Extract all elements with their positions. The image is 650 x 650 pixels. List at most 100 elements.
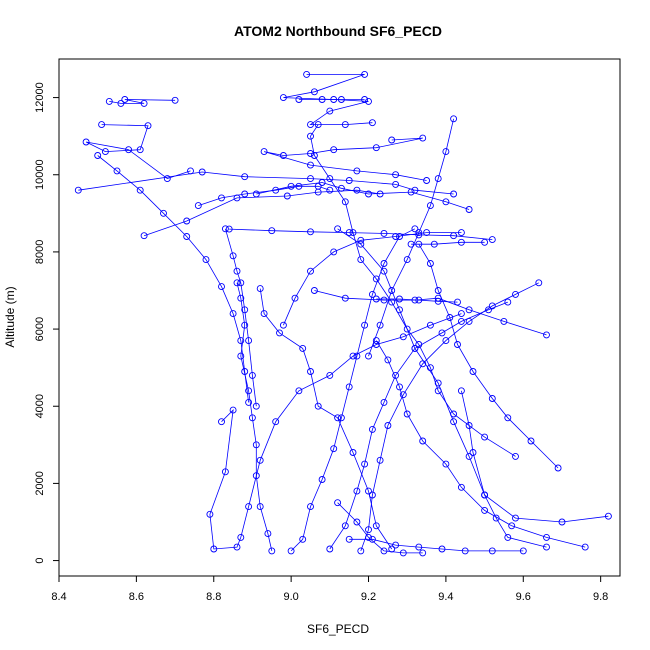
data-point: [415, 240, 423, 248]
data-point: [260, 310, 268, 318]
data-point: [349, 449, 357, 456]
x-tick-label: 9.0: [283, 591, 298, 603]
data-point: [481, 506, 489, 514]
data-point: [241, 321, 249, 329]
data-point: [399, 549, 407, 557]
data-point: [368, 425, 376, 433]
data-point: [233, 279, 241, 287]
data-point: [457, 483, 465, 491]
data-point: [341, 198, 349, 206]
data-point: [299, 344, 307, 352]
x-tick-label: 8.4: [51, 591, 66, 603]
data-point: [353, 352, 361, 360]
data-point: [426, 321, 434, 329]
data-point: [287, 547, 295, 555]
data-point: [334, 225, 342, 233]
data-point: [326, 107, 334, 115]
series-line-8: [310, 124, 516, 457]
data-point: [361, 70, 369, 78]
data-point: [488, 236, 496, 244]
x-axis-label: SF6_PECD: [307, 622, 369, 636]
y-tick-label: 6000: [34, 317, 46, 341]
data-point: [368, 535, 376, 543]
data-point: [450, 418, 458, 426]
data-point: [365, 526, 372, 534]
data-point: [442, 337, 450, 345]
data-point: [357, 236, 365, 244]
data-point: [372, 337, 380, 345]
data-point: [279, 94, 287, 102]
data-point: [465, 206, 473, 213]
data-point: [365, 487, 372, 495]
data-point: [419, 360, 427, 368]
data-point: [504, 298, 512, 306]
data-point: [237, 337, 245, 345]
series-line-20: [360, 282, 539, 552]
data-point: [307, 121, 314, 129]
y-tick-label: 2000: [34, 471, 46, 495]
data-point: [481, 491, 489, 499]
data-point: [380, 260, 388, 267]
data-point: [604, 512, 612, 520]
data-point: [376, 456, 384, 464]
data-point: [361, 96, 369, 103]
data-point: [314, 402, 322, 410]
data-point: [194, 202, 202, 210]
data-point: [295, 182, 303, 190]
data-point: [384, 356, 392, 364]
y-tick-label: 10000: [34, 159, 46, 190]
data-point: [183, 233, 191, 240]
data-point: [361, 321, 369, 329]
data-point: [380, 547, 388, 555]
data-point: [411, 296, 419, 304]
data-point: [221, 468, 229, 476]
data-point: [163, 175, 171, 183]
data-point: [171, 96, 179, 104]
data-point: [245, 337, 253, 345]
data-point: [504, 533, 512, 541]
y-tick-label: 12000: [34, 82, 46, 113]
data-point: [210, 545, 218, 553]
data-point: [403, 325, 411, 333]
data-point: [237, 533, 245, 541]
series-line-6: [259, 288, 393, 550]
x-tick-label: 8.8: [206, 591, 221, 603]
data-point: [233, 267, 241, 275]
data-point: [543, 331, 550, 339]
data-point: [519, 547, 527, 555]
data-point: [268, 547, 276, 555]
data-point: [508, 522, 516, 530]
data-point: [365, 190, 372, 198]
data-point: [388, 545, 396, 553]
data-point: [287, 182, 295, 190]
data-point: [318, 179, 326, 186]
series-line-1: [109, 99, 176, 104]
series-line-16: [263, 137, 427, 181]
data-point: [442, 198, 450, 206]
data-point: [314, 182, 322, 190]
data-point: [399, 333, 407, 341]
data-point: [426, 202, 434, 210]
data-point: [299, 535, 307, 543]
data-point: [82, 138, 90, 146]
data-point: [283, 192, 291, 200]
data-point: [237, 352, 245, 360]
data-point: [407, 188, 415, 196]
data-point: [334, 499, 342, 507]
data-point: [330, 445, 338, 453]
data-point: [187, 167, 194, 175]
data-point: [330, 248, 338, 256]
data-point: [543, 533, 550, 541]
data-point: [485, 306, 492, 314]
data-point: [434, 387, 442, 395]
data-point: [423, 177, 431, 184]
data-point: [310, 287, 318, 294]
x-tick-label: 9.8: [593, 591, 608, 603]
data-point: [307, 228, 314, 236]
data-point: [198, 168, 206, 176]
data-point: [326, 371, 334, 379]
data-point: [314, 121, 322, 129]
data-point: [202, 256, 210, 264]
data-point: [415, 231, 423, 239]
data-point: [330, 146, 338, 154]
